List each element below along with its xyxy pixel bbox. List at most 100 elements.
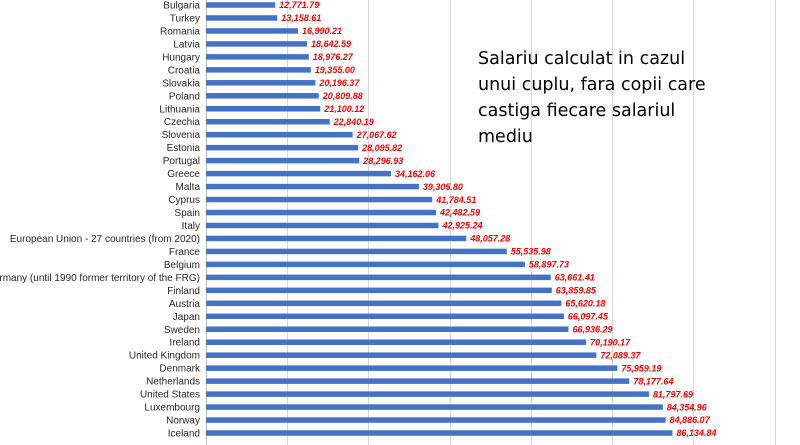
category-label: Spain bbox=[174, 208, 200, 219]
value-label: 84,354.96 bbox=[667, 402, 708, 412]
bar bbox=[206, 41, 307, 47]
category-label: Lithuania bbox=[159, 104, 200, 115]
value-label: 21,100.12 bbox=[323, 104, 364, 114]
value-label: 72,089.37 bbox=[600, 350, 641, 360]
category-label: Norway bbox=[166, 416, 200, 427]
bar bbox=[206, 248, 507, 255]
category-label: Estonia bbox=[167, 143, 201, 154]
bar bbox=[206, 118, 330, 125]
category-label: Croatia bbox=[168, 65, 201, 76]
value-label: 18,642.59 bbox=[311, 39, 351, 49]
value-label: 65,620.18 bbox=[565, 299, 605, 309]
category-label: Finland bbox=[167, 286, 200, 297]
bar bbox=[206, 287, 552, 294]
value-label: 84,886.07 bbox=[670, 415, 711, 425]
value-label: 66,097.45 bbox=[568, 311, 609, 321]
bar bbox=[206, 28, 298, 34]
bar bbox=[206, 2, 276, 8]
bar bbox=[206, 300, 562, 307]
bar bbox=[206, 131, 353, 138]
bar bbox=[206, 170, 391, 177]
bar bbox=[206, 106, 321, 112]
value-label: 86,134.84 bbox=[676, 428, 716, 438]
bar bbox=[206, 352, 597, 358]
category-label: United Kingdom bbox=[129, 351, 200, 362]
category-label: Belgium bbox=[164, 260, 200, 271]
category-label: Romania bbox=[160, 26, 200, 37]
category-label: Czechia bbox=[164, 117, 201, 128]
bar bbox=[206, 144, 359, 151]
category-label: Hungary bbox=[162, 52, 200, 63]
value-label: 22,840.19 bbox=[333, 117, 374, 127]
bar bbox=[206, 209, 437, 216]
value-label: 39,305.80 bbox=[423, 182, 463, 192]
chart-annotation: Salariu calculat in cazul unui cuplu, fa… bbox=[478, 49, 706, 147]
value-label: 78,177.64 bbox=[633, 376, 673, 386]
bar bbox=[206, 15, 278, 21]
value-label: 13,158.61 bbox=[281, 13, 321, 23]
bar bbox=[206, 274, 551, 281]
category-label: Iceland bbox=[168, 429, 200, 440]
bar bbox=[206, 196, 433, 203]
value-label: 28,095.82 bbox=[361, 143, 402, 153]
bar bbox=[206, 417, 666, 423]
bar bbox=[206, 67, 311, 73]
value-label: 41,784.51 bbox=[435, 195, 476, 205]
bar bbox=[206, 404, 663, 410]
value-label: 66,936.29 bbox=[572, 324, 612, 334]
bar bbox=[206, 235, 467, 242]
value-label: 20,809.88 bbox=[322, 91, 363, 101]
category-label: Slovakia bbox=[162, 78, 200, 89]
value-label: 70,190.17 bbox=[590, 337, 631, 347]
value-label: 28,296.93 bbox=[362, 156, 403, 166]
value-label: 58,897.73 bbox=[529, 260, 569, 270]
bar bbox=[206, 378, 630, 384]
bar bbox=[206, 93, 319, 99]
category-label: Malta bbox=[176, 182, 201, 193]
value-label: 48,057.28 bbox=[469, 234, 510, 244]
bar bbox=[206, 183, 419, 190]
category-label: Bulgaria bbox=[163, 1, 200, 12]
value-label: 63,661.41 bbox=[555, 273, 595, 283]
category-label: Cyprus bbox=[168, 195, 200, 206]
category-label: Portugal bbox=[163, 156, 200, 167]
category-label: Greece bbox=[167, 169, 200, 180]
bar bbox=[206, 430, 673, 436]
grid-layer bbox=[206, 0, 776, 445]
label-layer: Bulgaria 12,771.79 Turkey 13,158.61 Romania 1… bbox=[0, 0, 716, 439]
value-label: 18,976.27 bbox=[313, 52, 354, 62]
category-label: Ireland bbox=[169, 338, 200, 349]
bar bbox=[206, 261, 525, 268]
category-label: European Union - 27 countries (from 2020… bbox=[10, 234, 200, 245]
value-label: 16,990.21 bbox=[302, 26, 342, 36]
value-label: 12,771.79 bbox=[279, 0, 319, 10]
category-label: Japan bbox=[173, 312, 200, 323]
category-label: Italy bbox=[182, 221, 200, 232]
bar bbox=[206, 157, 360, 164]
category-label: Austria bbox=[169, 299, 201, 310]
bar bbox=[206, 326, 569, 332]
bar bbox=[206, 365, 618, 371]
bar bbox=[206, 54, 309, 60]
category-label: Germany (until 1990 former territory of … bbox=[0, 273, 200, 284]
bar-layer bbox=[206, 2, 673, 436]
bar bbox=[206, 339, 587, 345]
value-label: 75,959.19 bbox=[621, 363, 661, 373]
value-label: 27,067.62 bbox=[356, 130, 397, 140]
category-label: Latvia bbox=[173, 39, 200, 50]
category-label: United States bbox=[140, 390, 200, 401]
category-label: Sweden bbox=[164, 325, 200, 336]
value-label: 63,859.85 bbox=[556, 286, 597, 296]
category-label: Luxembourg bbox=[144, 403, 200, 414]
bar bbox=[206, 80, 316, 86]
category-label: France bbox=[169, 247, 201, 258]
category-label: Netherlands bbox=[146, 377, 200, 388]
category-label: Denmark bbox=[159, 364, 201, 375]
bar bbox=[206, 313, 564, 320]
value-label: 19,355.00 bbox=[315, 65, 355, 75]
category-label: Poland bbox=[169, 91, 200, 102]
value-label: 81,797.69 bbox=[653, 389, 693, 399]
category-label: Slovenia bbox=[162, 130, 201, 141]
